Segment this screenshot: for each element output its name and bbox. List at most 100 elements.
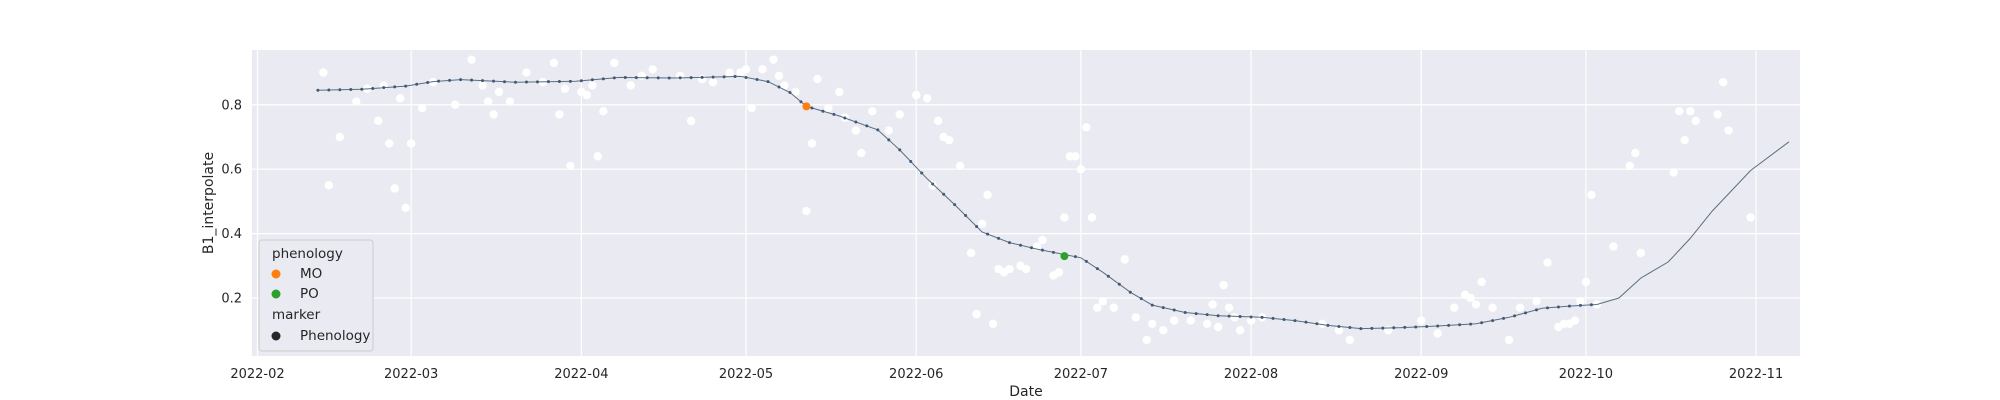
trend-line-marker [722, 75, 726, 79]
trend-line-marker [371, 86, 375, 90]
scatter-point [686, 116, 696, 126]
scatter-point [1576, 297, 1585, 306]
scatter-point [335, 132, 345, 142]
scatter-point [1142, 335, 1151, 345]
scatter-point [352, 97, 361, 106]
scatter-point [1230, 313, 1239, 322]
trend-line-marker [854, 120, 858, 124]
trend-line-marker [656, 76, 660, 80]
trend-line-marker [975, 225, 979, 229]
y-tick-label: 0.6 [221, 163, 242, 178]
scatter-point [977, 219, 987, 229]
scatter-point [1021, 264, 1031, 274]
scatter-point [1087, 213, 1097, 222]
scatter-point [807, 139, 817, 148]
trend-line-marker [909, 159, 913, 163]
scatter-point [648, 65, 657, 74]
scatter-point [1449, 303, 1459, 312]
scatter-point [835, 87, 844, 97]
scatter-point [319, 68, 328, 77]
scatter-point [1219, 280, 1228, 290]
trend-line-marker [788, 91, 792, 95]
scatter-point [1581, 277, 1591, 287]
scatter-point [450, 100, 460, 109]
scatter-point [813, 74, 822, 84]
scatter-point [791, 87, 800, 97]
scatter-point [1587, 190, 1596, 200]
trend-line-marker [810, 106, 814, 110]
legend: phenology MO PO marker Phenology [258, 239, 374, 352]
scatter-point [983, 190, 992, 200]
scatter-point [747, 103, 756, 113]
scatter-point [780, 81, 789, 90]
trend-line-marker [1337, 324, 1341, 328]
scatter-point [1076, 164, 1086, 174]
scatter-point [1005, 264, 1014, 274]
scatter-point [390, 184, 399, 193]
trend-line-marker [437, 79, 441, 83]
trend-line-marker [1480, 321, 1484, 325]
scatter-point [824, 103, 833, 113]
trend-line-marker [964, 214, 968, 218]
y-axis-ticks: 0.2 0.4 0.6 0.8 [221, 98, 242, 306]
scatter-point [1148, 319, 1157, 328]
legend-title-marker: marker [272, 307, 321, 323]
scatter-point [1471, 300, 1481, 309]
phenology-point-po [1060, 252, 1069, 261]
trend-line-marker [1238, 315, 1242, 319]
scatter-point [857, 148, 866, 158]
trend-line-marker [503, 80, 507, 84]
scatter-point [522, 68, 531, 77]
trend-line-marker [513, 80, 517, 84]
scatter-point [1570, 316, 1580, 325]
trend-line-marker [1425, 325, 1429, 329]
scatter-point [922, 94, 932, 103]
scatter-point [385, 139, 394, 148]
trend-line-marker [986, 232, 990, 236]
scatter-point [1515, 303, 1525, 312]
trend-line-marker [832, 112, 836, 116]
trend-line-marker [1458, 323, 1462, 327]
scatter-point [374, 116, 383, 126]
x-tick-label: 2022-03 [384, 367, 438, 382]
trend-line-marker [1545, 306, 1549, 310]
trend-line-marker [459, 78, 463, 82]
y-tick-label: 0.2 [221, 292, 242, 307]
scatter-point [1504, 335, 1514, 345]
scatter-point [1477, 277, 1486, 287]
scatter-point [972, 309, 981, 319]
scatter-point [966, 248, 976, 258]
trend-line-marker [1150, 303, 1154, 307]
legend-po-label: PO [300, 286, 319, 302]
scatter-point [610, 58, 619, 68]
scatter-point [1543, 258, 1552, 267]
scatter-point [1631, 148, 1640, 158]
scatter-point [1718, 78, 1728, 87]
scatter-point [560, 84, 570, 93]
scatter-point [884, 126, 893, 135]
scatter-point [851, 126, 861, 135]
trend-line-marker [1227, 314, 1231, 318]
trend-line-marker [1139, 297, 1143, 301]
trend-line-marker [1183, 311, 1187, 315]
scatter-point [1334, 326, 1344, 335]
trend-line-marker [568, 79, 572, 83]
legend-phenology-label: Phenology [300, 328, 370, 344]
trend-line-marker [1161, 306, 1165, 310]
trend-line-marker [799, 100, 803, 104]
scatter-point [758, 65, 767, 74]
trend-line-marker [898, 148, 902, 152]
scatter-point [599, 107, 608, 116]
trend-line-marker [1502, 316, 1506, 320]
scatter-point [1532, 297, 1541, 306]
scatter-point [396, 94, 405, 103]
trend-line-marker [601, 77, 605, 81]
x-tick-label: 2022-05 [719, 367, 773, 382]
trend-line-marker [1348, 326, 1352, 330]
scatter-point [1120, 255, 1130, 264]
scatter-point [1109, 303, 1119, 312]
x-axis-label: Date [1009, 384, 1042, 400]
trend-line-marker [415, 82, 419, 86]
